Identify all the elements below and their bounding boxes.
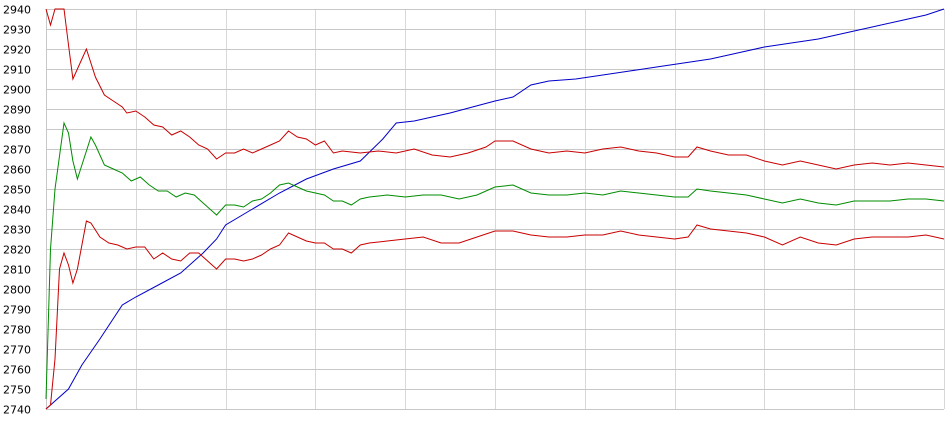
y-tick-label: 2800 <box>3 284 31 297</box>
y-tick-label: 2930 <box>3 24 31 37</box>
series-line-1 <box>45 8 945 410</box>
y-tick-label: 2790 <box>3 304 31 317</box>
y-tick-label: 2820 <box>3 244 31 257</box>
y-tick-label: 2870 <box>3 144 31 157</box>
y-tick-label: 2920 <box>3 44 31 57</box>
y-tick-label: 2740 <box>3 404 31 417</box>
y-axis-tick-labels: 2740 2750 2760 2770 2780 2790 2800 2810 2820 2830… <box>3 4 31 417</box>
y-tick-label: 2940 <box>3 4 31 17</box>
series-line-2 <box>45 8 945 170</box>
y-tick-label: 2760 <box>3 364 31 377</box>
series-line-4 <box>45 220 945 410</box>
y-tick-label: 2810 <box>3 264 31 277</box>
y-tick-label: 2750 <box>3 384 31 397</box>
y-tick-label: 2770 <box>3 344 31 357</box>
y-tick-label: 2900 <box>3 84 31 97</box>
y-tick-label: 2780 <box>3 324 31 337</box>
y-tick-label: 2840 <box>3 204 31 217</box>
series-line-3 <box>45 121 945 400</box>
series-lines <box>45 8 945 410</box>
y-tick-label: 2890 <box>3 104 31 117</box>
horizontal-gridlines <box>46 9 944 410</box>
y-tick-label: 2850 <box>3 184 31 197</box>
y-tick-label: 2910 <box>3 64 31 77</box>
y-tick-label: 2830 <box>3 224 31 237</box>
y-tick-label: 2860 <box>3 164 31 177</box>
y-tick-label: 2880 <box>3 124 31 137</box>
